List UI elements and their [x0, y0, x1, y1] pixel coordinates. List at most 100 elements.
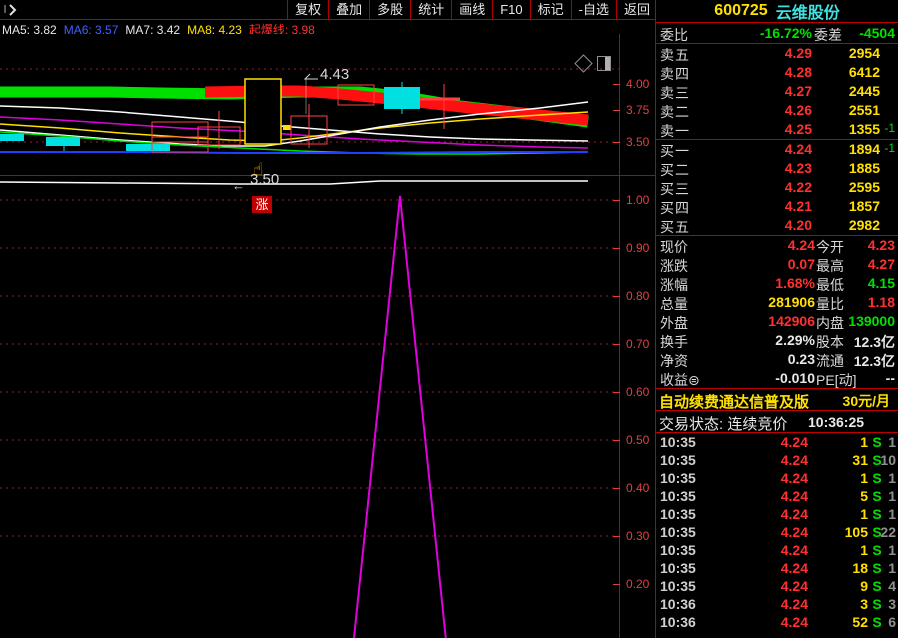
low-annotation-label: 3.50: [250, 171, 280, 188]
stat-label-right: 内盘: [816, 315, 844, 331]
tick-volume: 31: [852, 452, 868, 468]
indicator-tickmark-4: [613, 392, 620, 393]
stat-label-right: PE[动]: [816, 372, 857, 388]
price-tickmark-2: [613, 142, 620, 143]
bid-row[interactable]: 买四 4.21 1857: [656, 197, 898, 216]
stat-value-right: 4.27: [867, 256, 895, 272]
tick-side: S: [872, 524, 882, 540]
bid-row[interactable]: 买五 4.20 2982: [656, 216, 898, 235]
bid-label: 买四: [660, 200, 690, 216]
toolbar-button-5[interactable]: F10: [492, 0, 531, 20]
tick-side: S: [872, 470, 882, 486]
indicator-tickmark-1: [613, 248, 620, 249]
tick-side: S: [872, 434, 882, 450]
indicator-tickmark-7: [613, 536, 620, 537]
tick-side: S: [872, 560, 882, 576]
bid-label: 买三: [660, 181, 690, 197]
bid-label: 买二: [660, 162, 690, 178]
stat-value-right: 4.15: [867, 275, 895, 291]
tick-price: 4.24: [780, 578, 808, 594]
stat-label-left: 外盘: [660, 315, 688, 331]
toolbar-button-0[interactable]: 复权: [287, 0, 330, 20]
wb-value: -16.72%: [759, 25, 812, 41]
tick-price: 4.24: [780, 614, 808, 630]
ask-row[interactable]: 卖三 4.27 2445: [656, 82, 898, 101]
bid-volume: 1857: [848, 198, 880, 214]
tick-row[interactable]: 10:35 4.24 5 S 1: [656, 487, 898, 505]
toolbar-button-3[interactable]: 统计: [410, 0, 453, 20]
promo-banner[interactable]: 自动续费通达信普及版 30元/月: [656, 389, 898, 411]
tick-volume: 1: [860, 542, 868, 558]
stat-value-right: 12.3亿: [853, 353, 895, 369]
toolbar-button-7[interactable]: -自选: [570, 0, 617, 20]
tick-row[interactable]: 10:35 4.24 18 S 1: [656, 559, 898, 577]
stat-label-right: 股本: [816, 334, 844, 350]
ask-row[interactable]: 卖二 4.26 2551: [656, 101, 898, 120]
toolbar-button-6[interactable]: 标记: [529, 0, 572, 20]
tick-side: S: [872, 488, 882, 504]
bid-price: 4.22: [784, 179, 812, 195]
indicator-tick-1: 0.90: [626, 241, 650, 255]
tick-row[interactable]: 10:36 4.24 52 S 6: [656, 613, 898, 631]
toolbar-button-4[interactable]: 画线: [451, 0, 494, 20]
split-pane-icon[interactable]: [597, 56, 611, 71]
tick-row[interactable]: 10:35 4.24 9 S 4: [656, 577, 898, 595]
stat-value-left: -0.010: [775, 370, 815, 386]
ask-label: 卖三: [660, 85, 690, 101]
stat-label-left: 收益⊜: [660, 372, 700, 388]
stat-label-left: 净资: [660, 353, 688, 369]
tick-time: 10:36: [660, 614, 696, 630]
toolbar-button-2[interactable]: 多股: [369, 0, 412, 20]
bid-volume: 2982: [848, 217, 880, 233]
tick-row[interactable]: 10:35 4.24 1 S 1: [656, 469, 898, 487]
tick-row[interactable]: 10:35 4.24 1 S 1: [656, 505, 898, 523]
tick-price: 4.24: [780, 596, 808, 612]
bid-levels: 买一 4.24 1894 -1 买二 4.23 1885 买三 4.22 2595 买四 4.21 18…: [656, 140, 898, 235]
bid-row[interactable]: 买一 4.24 1894 -1: [656, 140, 898, 159]
tick-row[interactable]: 10:35 4.24 1 S 1: [656, 433, 898, 451]
promo-text: 自动续费通达信普及版: [659, 394, 810, 411]
tick-volume: 9: [860, 578, 868, 594]
toolbar-button-8[interactable]: 返回: [615, 0, 658, 20]
chevron-right-icon[interactable]: [2, 1, 26, 19]
tick-list[interactable]: 10:35 4.24 1 S 1 10:35 4.24 31 S 10 10:35 4.24 1 S 1 10…: [656, 433, 898, 631]
ask-row[interactable]: 卖一 4.25 1355 -1: [656, 120, 898, 139]
tick-row[interactable]: 10:35 4.24 1 S 1: [656, 541, 898, 559]
bid-row[interactable]: 买二 4.23 1885: [656, 159, 898, 178]
tick-row[interactable]: 10:35 4.24 105 S 22: [656, 523, 898, 541]
bid-row[interactable]: 买三 4.22 2595: [656, 178, 898, 197]
price-tickmark-0: [613, 84, 620, 85]
order-book[interactable]: 卖五 4.29 2954 卖四 4.28 6412 卖三 4.27 2445 卖二 4.26 2551…: [656, 44, 898, 236]
ma-legend-item-2: MA7: 3.42: [125, 23, 181, 37]
trade-status-label: 交易状态: 连续竞价: [659, 416, 788, 433]
tick-volume: 5: [860, 488, 868, 504]
stat-label-right: 最高: [816, 258, 844, 274]
quote-panel: 600725 云维股份 委比 -16.72% 委差 -4504 卖五 4.29 29…: [655, 0, 898, 638]
chart-area[interactable]: 涨 ← 3.50 4.43 ☝ 4.00 3.75 3.50 1.00 0.90 0.80…: [0, 34, 655, 638]
ask-levels: 卖五 4.29 2954 卖四 4.28 6412 卖三 4.27 2445 卖二 4.26 2551…: [656, 44, 898, 139]
toolbar-buttons: 复权 叠加 多股 统计 画线 F10 标记 -自选 返回: [287, 0, 658, 20]
promo-price: 30元/月: [842, 393, 890, 409]
ask-row[interactable]: 卖四 4.28 6412: [656, 63, 898, 82]
stat-row: 涨跌 0.07 最高 4.27: [656, 255, 898, 274]
tick-row[interactable]: 10:36 4.24 3 S 3: [656, 595, 898, 613]
toolbar-button-1[interactable]: 叠加: [328, 0, 371, 20]
wc-value: -4504: [859, 25, 895, 41]
ask-row[interactable]: 卖五 4.29 2954: [656, 44, 898, 63]
stat-label-left: 现价: [660, 239, 688, 255]
tick-count: 1: [888, 542, 896, 558]
ask-label: 卖一: [660, 123, 690, 139]
tick-row[interactable]: 10:35 4.24 31 S 10: [656, 451, 898, 469]
tick-volume: 105: [844, 524, 868, 540]
stat-value-right: --: [885, 370, 895, 386]
tick-price: 4.24: [780, 434, 808, 450]
bid-label: 买一: [660, 143, 690, 159]
stock-header[interactable]: 600725 云维股份: [656, 0, 898, 23]
ask-volume: 2954: [848, 45, 880, 61]
low-annotation-arrow: ←: [232, 178, 245, 193]
stat-row: 涨幅 1.68% 最低 4.15: [656, 274, 898, 293]
ask-label: 卖五: [660, 47, 690, 63]
ma-legend-item-3: MA8: 4.23: [187, 23, 242, 37]
ma-legend: MA5: 3.82 MA6: 3.57 MA7: 3.42 MA8: 4.23 起爆线:…: [2, 21, 322, 37]
